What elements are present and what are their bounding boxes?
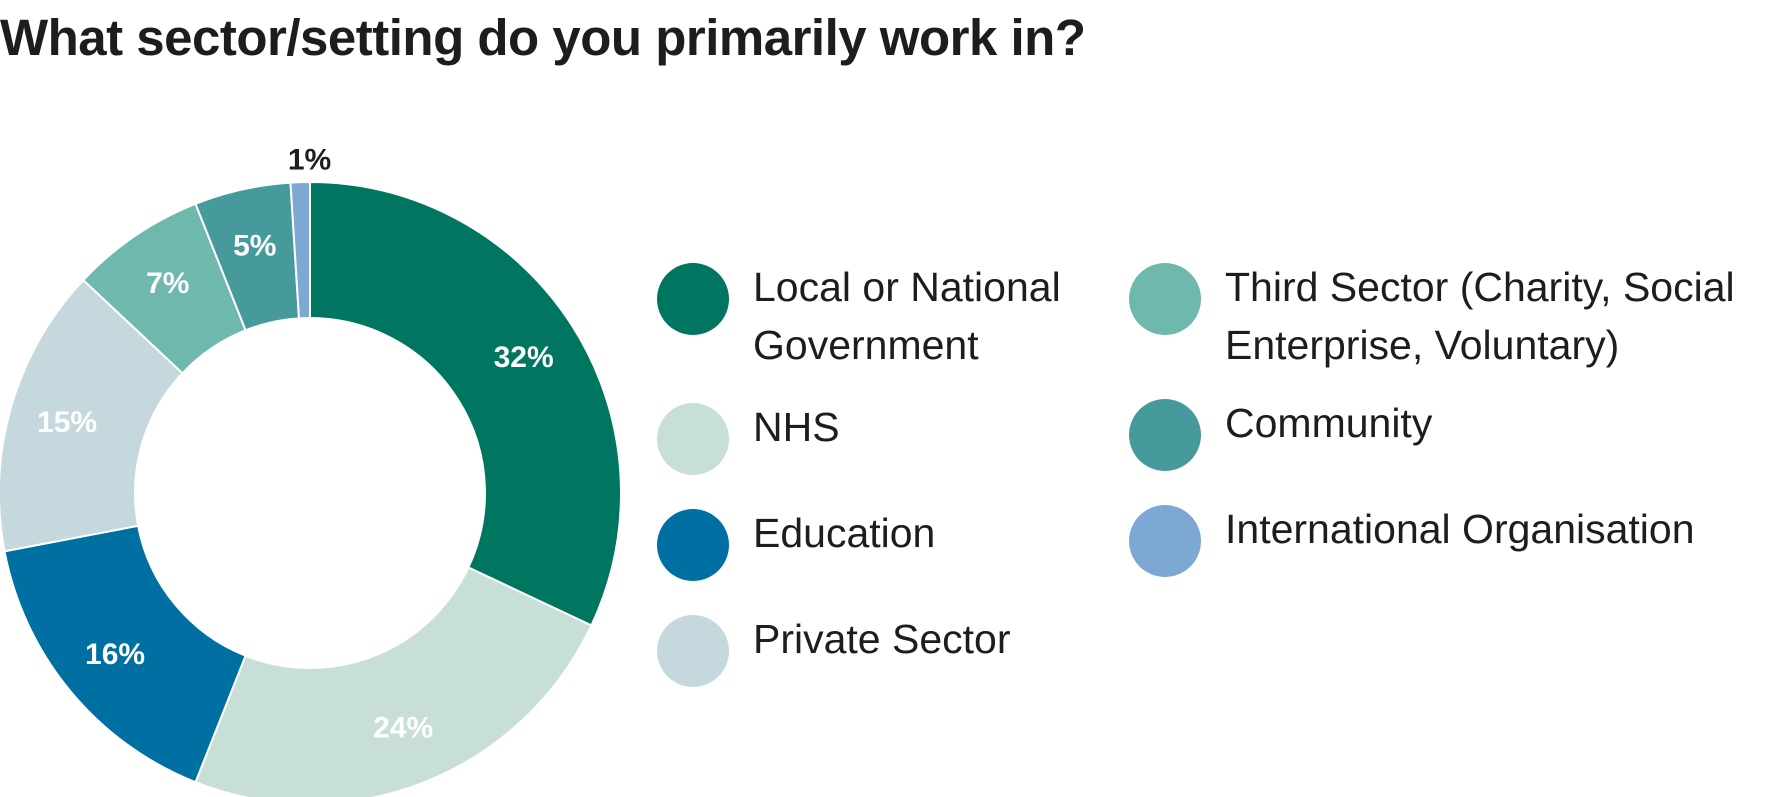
legend-label: Education <box>753 504 935 562</box>
slice-nhs <box>194 566 593 797</box>
legend-swatch <box>657 615 729 687</box>
legend-swatch <box>1129 263 1201 335</box>
legend-label-line: Government <box>753 322 979 368</box>
legend-label-line: Local or National <box>753 264 1061 310</box>
legend-item-nhs: NHS <box>657 398 840 475</box>
legend-label-line: Community <box>1225 400 1433 446</box>
legend-swatch <box>657 509 729 581</box>
data-label-international-organisation: 1% <box>288 144 331 177</box>
data-label-nhs: 24% <box>373 712 433 745</box>
legend-label-line: Education <box>753 510 936 556</box>
legend-item-local-or-national-government: Local or National Government <box>657 258 1061 374</box>
legend-label: Community <box>1225 394 1432 452</box>
legend-label-line: NHS <box>753 404 840 450</box>
slice-education <box>3 524 247 784</box>
legend-label-line: International Organisation <box>1225 506 1695 552</box>
legend-label: International Organisation <box>1225 500 1695 558</box>
data-label-private-sector: 15% <box>37 406 97 439</box>
legend-item-community: Community <box>1129 394 1432 471</box>
legend-label-line: Enterprise, Voluntary) <box>1225 322 1620 368</box>
legend-label-line: Private Sector <box>753 616 1011 662</box>
slice-local-or-national-government <box>309 180 622 627</box>
legend-label: Third Sector (Charity, Social Enterprise,… <box>1225 258 1735 374</box>
legend-swatch <box>1129 399 1201 471</box>
legend-label-line: Third Sector (Charity, Social <box>1225 264 1735 310</box>
legend-item-international-organisation: International Organisation <box>1129 500 1695 577</box>
legend-item-third-sector-charity-social-enterprise-voluntary: Third Sector (Charity, Social Enterprise,… <box>1129 258 1735 374</box>
data-label-third-sector-charity-social-enterprise-voluntary: 7% <box>146 267 189 300</box>
legend-label: NHS <box>753 398 840 456</box>
legend-swatch <box>1129 505 1201 577</box>
slice-international-organisation <box>289 180 311 320</box>
data-label-community: 5% <box>233 230 276 263</box>
legend-label: Local or National Government <box>753 258 1061 374</box>
donut-chart: 32% 24% 16% 15% 7% 5% 1% <box>0 144 622 797</box>
donut-labels: 32% 24% 16% 15% 7% 5% 1% <box>37 144 554 745</box>
donut-slices <box>0 180 622 797</box>
legend-swatch <box>657 263 729 335</box>
data-label-education: 16% <box>85 638 145 671</box>
legend-item-private-sector: Private Sector <box>657 610 1011 687</box>
slice-private-sector <box>0 278 184 553</box>
chart-title: What sector/setting do you primarily wor… <box>0 9 1086 66</box>
legend-item-education: Education <box>657 504 935 581</box>
legend-swatch <box>657 403 729 475</box>
data-label-local-or-national-government: 32% <box>494 341 554 374</box>
legend-label: Private Sector <box>753 610 1011 668</box>
